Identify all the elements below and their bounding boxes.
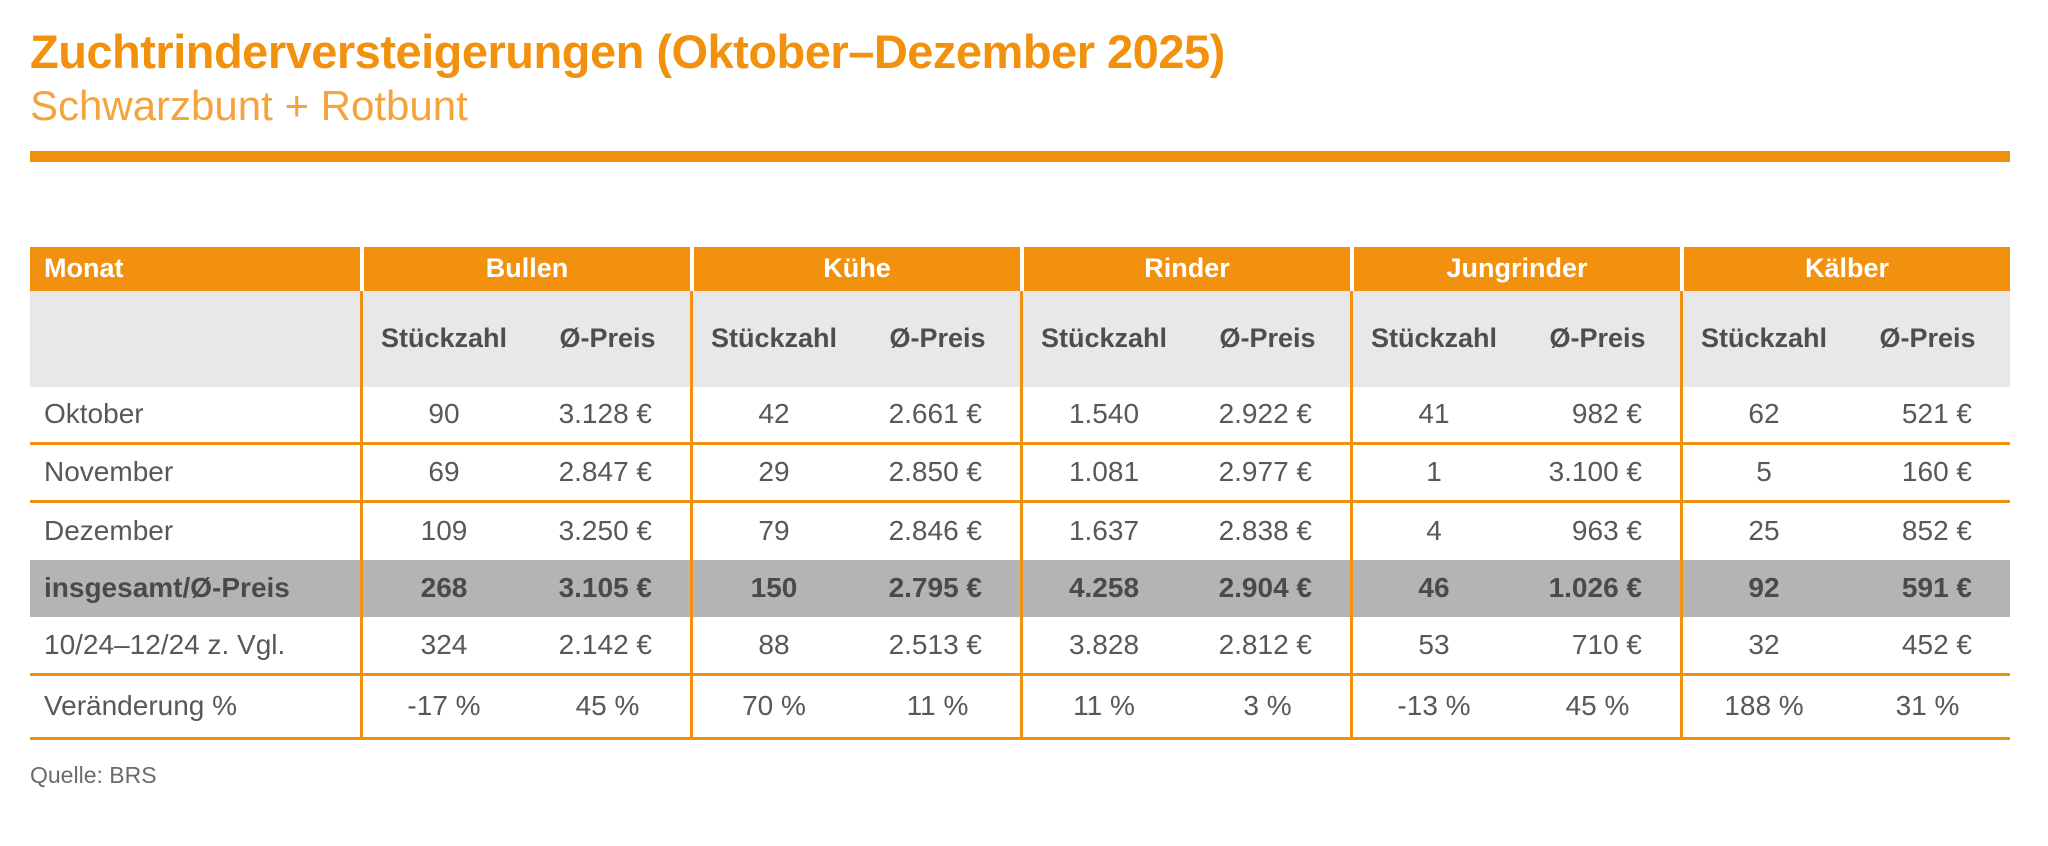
table-cell: 2.922 € — [1185, 387, 1350, 445]
table-cell: -17 % — [360, 675, 525, 740]
table-cell: 62 — [1680, 386, 1845, 445]
subcolumn-header-jungrinder-stueckzahl: Stückzahl — [1350, 290, 1515, 387]
table-cell: 32 — [1680, 616, 1845, 676]
table-cell: 150 — [690, 559, 855, 617]
table-cell: 2.847 € — [525, 445, 690, 503]
table-cell: 1 — [1350, 444, 1515, 503]
table-cell: 160 € — [1845, 445, 2010, 503]
table-cell: 2.904 € — [1185, 559, 1350, 617]
table-cell: 46 — [1350, 559, 1515, 617]
table-cell: 45 % — [525, 676, 690, 740]
row-label: insgesamt/Ø-Preis — [30, 559, 360, 617]
subcolumn-header-kaelber-preis: Ø-Preis — [1845, 290, 2010, 387]
subcolumn-header-jungrinder-preis: Ø-Preis — [1515, 290, 1680, 387]
table-cell: 2.513 € — [855, 617, 1020, 676]
column-group-header-jungrinder: Jungrinder — [1350, 246, 1680, 291]
subcolumn-header-rinder-preis: Ø-Preis — [1185, 290, 1350, 387]
table-cell: 521 € — [1845, 387, 2010, 445]
table-cell: 452 € — [1845, 617, 2010, 676]
table-cell: 1.637 — [1020, 502, 1185, 560]
subcolumn-header-bullen-stueckzahl: Stückzahl — [360, 290, 525, 387]
table-cell: 2.850 € — [855, 445, 1020, 503]
title-rule — [30, 150, 2010, 162]
column-group-header-kaelber: Kälber — [1680, 246, 2010, 291]
column-group-header-rinder: Rinder — [1020, 246, 1350, 291]
row-label: Veränderung % — [30, 676, 360, 740]
row-label: November — [30, 445, 360, 503]
subcolumn-header-rinder-stueckzahl: Stückzahl — [1020, 290, 1185, 387]
table-cell: 1.026 € — [1515, 559, 1680, 617]
table-cell: 2.812 € — [1185, 617, 1350, 676]
table-cell: 3.828 — [1020, 616, 1185, 676]
table-cell: 2.977 € — [1185, 445, 1350, 503]
table-cell: 3 % — [1185, 676, 1350, 740]
table-cell: 11 % — [1020, 675, 1185, 740]
table-cell: 79 — [690, 502, 855, 560]
table-cell: 3.105 € — [525, 559, 690, 617]
table-cell: 90 — [360, 386, 525, 445]
table-cell: 963 € — [1571, 515, 1642, 547]
table-cell: 41 — [1350, 386, 1515, 445]
table-cell: 268 — [360, 559, 525, 617]
table-cell: 324 — [360, 616, 525, 676]
table-cell: 2.142 € — [525, 617, 690, 676]
table-cell: 188 % — [1680, 675, 1845, 740]
table-cell: 1.540 — [1020, 386, 1185, 445]
table-cell: 31 % — [1845, 676, 2010, 740]
column-group-header-bullen: Bullen — [360, 246, 690, 291]
table-cell: 4.258 — [1020, 559, 1185, 617]
table-cell: 982 € — [1515, 387, 1680, 445]
page-title: Zuchtrinderversteigerungen (Oktober–Deze… — [30, 25, 1225, 78]
page-subtitle: Schwarzbunt + Rotbunt — [30, 81, 468, 129]
table-cell: 2.795 € — [855, 559, 1020, 617]
row-label: Dezember — [44, 515, 174, 547]
table-cell: 5 — [1680, 444, 1845, 503]
subcolumn-header-kaelber-stueckzahl: Stückzahl — [1680, 290, 1845, 387]
table-cell: 42 — [690, 386, 855, 445]
table-cell: 2.846 € — [888, 515, 982, 547]
subcolumn-header-bullen-preis: Ø-Preis — [525, 290, 690, 387]
page: Zuchtrinderversteigerungen (Oktober–Deze… — [0, 25, 2048, 789]
table-cell: 1.081 — [1020, 444, 1185, 503]
table-cell: 45 % — [1515, 676, 1680, 740]
table-cell: 53 — [1350, 616, 1515, 676]
table-cell: 11 % — [855, 676, 1020, 740]
subcolumn-header-kuehe-preis: Ø-Preis — [855, 290, 1020, 387]
table-cell: 92 — [1680, 559, 1845, 617]
auction-table: Monat Bullen Kühe Rinder Jungrinder Kälber Stü… — [30, 246, 2010, 740]
subcolumn-header-kuehe-stueckzahl: Stückzahl — [690, 290, 855, 387]
table-cell: 109 — [360, 502, 525, 560]
table-cell: 29 — [690, 444, 855, 503]
source-note: Quelle: BRS — [30, 761, 157, 788]
row-label: 10/24–12/24 z. Vgl. — [30, 617, 360, 676]
table-cell: 710 € — [1515, 617, 1680, 676]
row-label: Oktober — [30, 387, 360, 445]
table-cell: 88 — [690, 616, 855, 676]
table-cell: 2.838 € — [1218, 515, 1312, 547]
table-cell: 2.661 € — [855, 387, 1020, 445]
table-cell: 25 — [1680, 502, 1845, 560]
subheader-spacer — [30, 290, 360, 387]
table-cell: -13 % — [1350, 675, 1515, 740]
table-cell: 4 — [1350, 502, 1515, 560]
table-cell: 69 — [360, 444, 525, 503]
column-group-header-kuehe: Kühe — [690, 246, 1020, 291]
table-cell: 591 € — [1845, 559, 2010, 617]
table-cell: 3.250 € — [558, 515, 652, 547]
column-header-monat: Monat — [30, 246, 360, 291]
table-cell: 3.100 € — [1515, 445, 1680, 503]
table-cell: 70 % — [690, 675, 855, 740]
table-cell: 3.128 € — [525, 387, 690, 445]
table-cell: 852 € — [1901, 515, 1972, 547]
